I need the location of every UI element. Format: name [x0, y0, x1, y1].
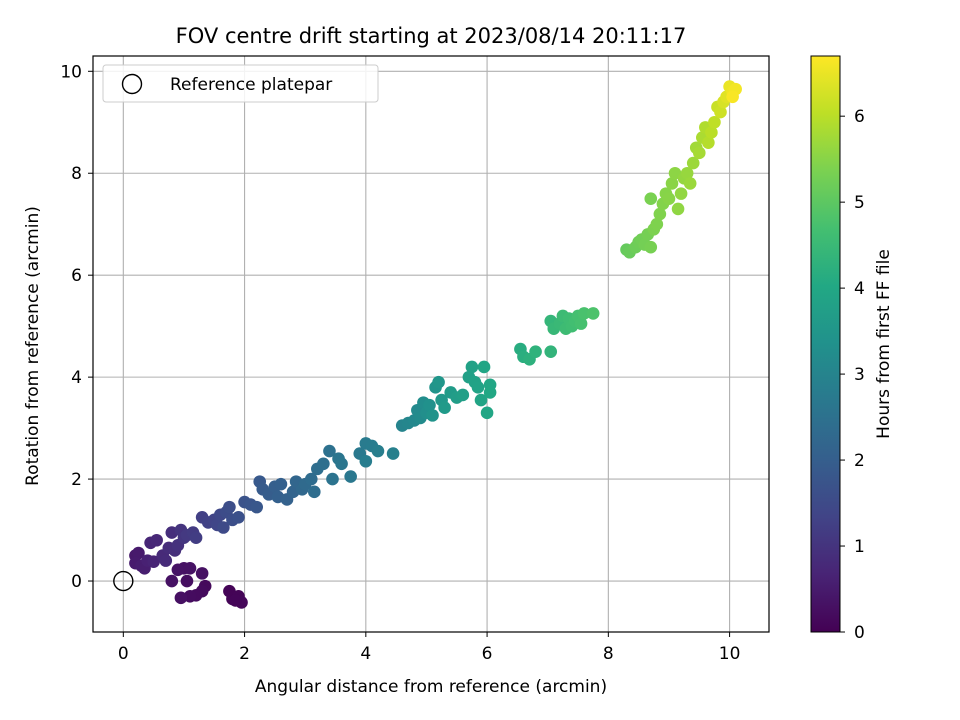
data-point [726, 90, 739, 104]
colorbar-gradient [810, 55, 841, 633]
data-point [159, 554, 173, 567]
data-point [304, 472, 318, 486]
data-point [465, 360, 479, 374]
data-point [344, 470, 357, 483]
data-point [229, 594, 242, 607]
data-point [371, 444, 385, 458]
colorbar-tick-label: 6 [854, 107, 865, 127]
colorbar-tick-label: 2 [854, 451, 865, 471]
data-point [326, 472, 339, 486]
y-axis-label: Rotation from reference (arcmin) [23, 206, 43, 486]
plot-frame [92, 55, 770, 633]
data-point [650, 217, 664, 231]
colorbar-tick-label: 4 [854, 279, 865, 299]
chart-title: FOV centre drift starting at 2023/08/14 … [176, 24, 687, 48]
data-point [217, 521, 230, 534]
data-point [644, 192, 658, 206]
colorbar [810, 55, 841, 633]
legend-marker [121, 73, 143, 95]
plot-grid [93, 56, 769, 632]
y-tick-label: 4 [71, 368, 82, 388]
y-tick-label: 2 [71, 470, 82, 490]
y-tick-label: 0 [71, 572, 82, 592]
data-point [544, 345, 558, 358]
data-point [480, 406, 494, 420]
data-point [274, 477, 288, 491]
y-tick-label: 10 [60, 62, 82, 82]
legend-box [102, 64, 379, 103]
data-point [586, 307, 600, 320]
data-point [577, 307, 591, 320]
data-point [483, 386, 497, 399]
x-tick-label: 2 [239, 644, 250, 664]
colorbar-tick-label: 5 [854, 193, 865, 213]
x-tick-label: 4 [360, 644, 371, 664]
data-point [335, 457, 348, 471]
y-tick-label: 6 [71, 266, 82, 286]
data-point [708, 115, 721, 129]
legend-entry: Reference platepar [170, 75, 332, 95]
data-point [223, 500, 236, 514]
data-point [150, 533, 163, 547]
plot-border [92, 55, 770, 633]
colorbar-ticks: 0 1 2 3 4 5 6 [840, 107, 865, 643]
data-point [432, 375, 445, 389]
data-point [686, 156, 700, 170]
data-point [359, 454, 373, 468]
data-point [183, 561, 197, 575]
data-point [474, 393, 488, 407]
x-ticks: 0 2 4 6 8 10 [118, 632, 741, 664]
data-point [456, 388, 470, 402]
x-tick-label: 10 [719, 644, 741, 664]
data-point [386, 447, 400, 460]
data-point [471, 381, 485, 394]
data-point [189, 531, 203, 544]
data-point [714, 105, 727, 119]
data-point [195, 567, 209, 580]
data-point [653, 207, 667, 221]
colorbar-tick-label: 0 [854, 623, 865, 643]
data-point [692, 146, 706, 160]
data-point [683, 177, 697, 190]
data-point [680, 166, 694, 180]
reference-platepar-marker [113, 570, 134, 592]
data-point [702, 136, 715, 149]
data-point [232, 511, 245, 524]
y-tick-label: 8 [71, 164, 82, 184]
data-point [317, 457, 330, 471]
y-ticks: 0 2 4 6 8 10 [60, 62, 93, 592]
colorbar-tick-label: 3 [854, 365, 865, 385]
data-point [477, 360, 491, 374]
data-point [644, 240, 658, 254]
colorbar-label: Hours from first FF file [874, 249, 894, 439]
data-point [174, 591, 188, 605]
data-point [426, 409, 439, 422]
data-point [165, 574, 179, 588]
data-point [423, 398, 436, 412]
data-point [132, 546, 145, 560]
data-point [574, 317, 588, 330]
data-point [671, 202, 685, 216]
colorbar-tick-label: 1 [854, 537, 865, 557]
data-point [529, 345, 542, 358]
data-point [171, 563, 185, 577]
data-point [307, 485, 321, 499]
plot-points [113, 80, 742, 609]
data-point [665, 177, 679, 190]
data-point [705, 126, 718, 139]
data-point [147, 555, 160, 568]
data-point [674, 187, 688, 200]
x-tick-label: 6 [482, 644, 493, 664]
data-point [323, 444, 336, 458]
legend: Reference platepar [102, 64, 379, 103]
data-point [250, 500, 263, 514]
data-point [180, 574, 194, 588]
data-point [662, 192, 676, 206]
x-axis-label: Angular distance from reference (arcmin) [255, 677, 607, 697]
data-point [438, 401, 451, 415]
x-tick-label: 8 [603, 644, 614, 664]
x-tick-label: 0 [118, 644, 129, 664]
